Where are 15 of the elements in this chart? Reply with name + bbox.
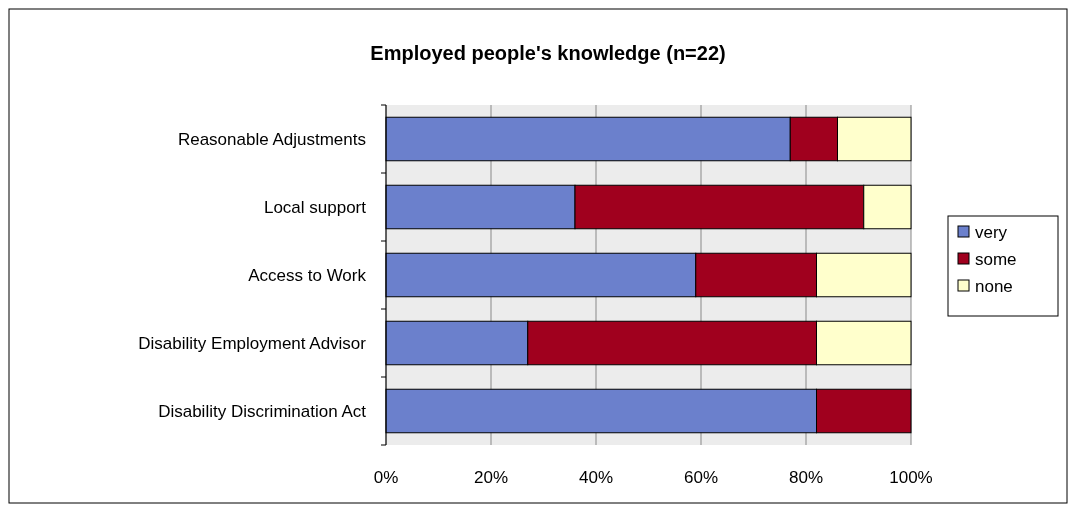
x-tick-label: 20% [473, 468, 509, 487]
legend-label: some [975, 249, 1017, 269]
y-tick-label: Access to Work [248, 265, 367, 285]
y-tick-label: Disability Discrimination Act [158, 401, 367, 421]
x-tick-label: 80% [788, 468, 824, 487]
x-tick-label: 60% [683, 468, 719, 487]
y-tick-label: Local support [263, 197, 367, 217]
y-tick-label: Reasonable Adjustments [177, 129, 366, 149]
legend-label: very [975, 222, 1008, 242]
x-tick-label: 40% [578, 468, 614, 487]
chart-title: Employed people's knowledge (n=22) [370, 42, 726, 64]
legend-label: none [975, 276, 1013, 296]
x-tick-label: 100% [889, 468, 933, 487]
y-tick-label: Disability Employment Advisor [138, 333, 367, 353]
x-tick-label: 0% [373, 468, 399, 487]
